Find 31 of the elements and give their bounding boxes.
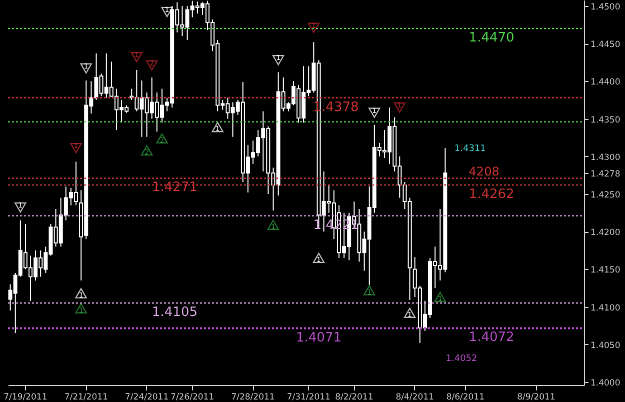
y-tick-label: 1.4100 xyxy=(590,303,620,314)
x-tick-label: 8/9/2011 xyxy=(517,392,556,402)
y-tick-label: 1.4200 xyxy=(590,228,620,238)
x-tick-label: 8/2/2011 xyxy=(335,392,374,402)
x-tick-label: 7/31/2011 xyxy=(286,392,330,402)
annotation: 1.4052 xyxy=(446,354,478,364)
y-tick-label: 1.4500 xyxy=(590,2,620,13)
x-tick-label: 7/21/2011 xyxy=(64,392,108,402)
x-tick-label: 7/26/2011 xyxy=(170,392,214,402)
x-tick-label: 8/6/2011 xyxy=(446,392,485,402)
y-tick-label: 1.4450 xyxy=(590,40,620,50)
ref-line-label: 1.4271 xyxy=(152,180,198,196)
y-tick-label: 1.4350 xyxy=(590,115,620,126)
y-tick-label: 1.4400 xyxy=(590,78,620,88)
x-tick-label: 7/19/2011 xyxy=(4,392,48,402)
annotation: 1.4311 xyxy=(454,144,486,154)
y-tick-label: 1.4050 xyxy=(590,340,620,351)
ref-line-label: 1.4105 xyxy=(152,305,198,320)
x-tick-label: 7/28/2011 xyxy=(231,392,275,402)
y-tick-label: 1.4250 xyxy=(590,190,620,201)
x-tick-label: 7/24/2011 xyxy=(125,392,169,402)
y-tick-label: 1.4278 xyxy=(590,169,620,180)
y-tick-label: 1.4150 xyxy=(590,266,620,276)
ref-line-label: 1.4071 xyxy=(296,330,342,346)
y-tick-label: 1.4300 xyxy=(590,152,620,163)
y-tick-label: 1.4000 xyxy=(590,378,620,388)
annotation: 4208 xyxy=(468,164,500,178)
ref-line-label: 1.4470 xyxy=(468,30,514,46)
ref-line-label: 1.4072 xyxy=(468,330,514,345)
x-tick-label: 8/4/2011 xyxy=(396,392,434,402)
ref-line-label: 1.4262 xyxy=(468,186,514,202)
